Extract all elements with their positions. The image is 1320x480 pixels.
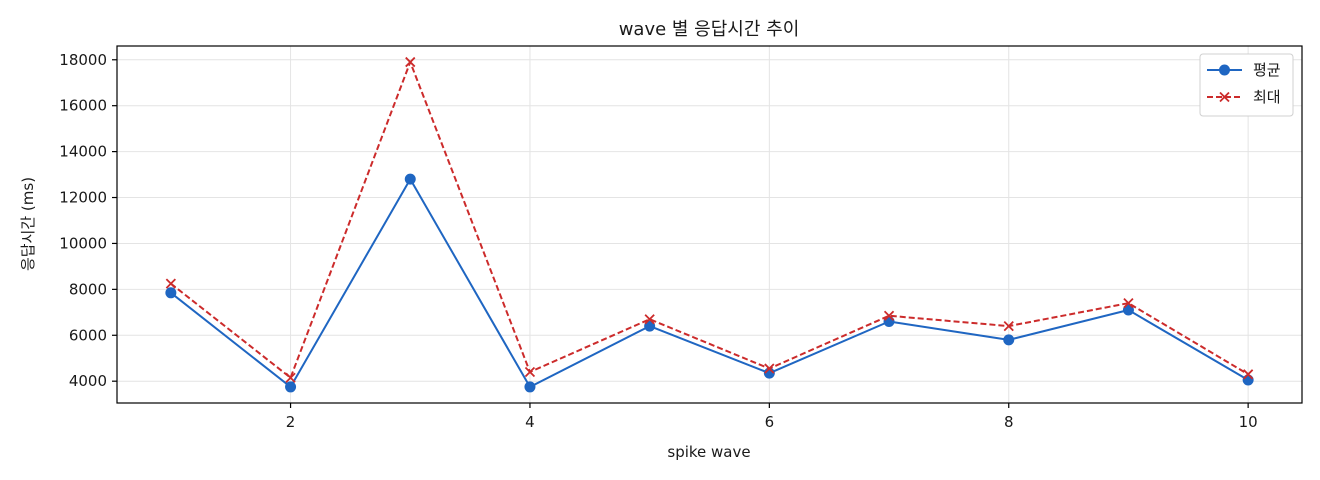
data-point xyxy=(165,278,177,289)
legend-label: 최대 xyxy=(1253,88,1281,106)
data-point xyxy=(764,363,775,374)
data-point xyxy=(285,372,296,383)
y-tick-label: 14000 xyxy=(59,143,107,161)
data-point xyxy=(524,366,536,378)
x-axis-label: spike wave xyxy=(667,443,750,461)
y-tick-label: 16000 xyxy=(59,97,107,115)
data-point xyxy=(1003,334,1015,346)
x-tick-label: 10 xyxy=(1239,413,1258,431)
data-point xyxy=(1123,297,1134,309)
x-tick-label: 6 xyxy=(765,413,775,431)
grid-lines xyxy=(117,46,1302,403)
y-tick-label: 4000 xyxy=(69,372,107,390)
data-point xyxy=(165,287,177,299)
chart-title: wave 별 응답시간 추이 xyxy=(619,19,800,40)
y-tick-label: 10000 xyxy=(59,234,107,252)
data-point xyxy=(1243,369,1254,380)
series-line xyxy=(170,178,1249,388)
y-tick-label: 6000 xyxy=(69,326,107,344)
data-point xyxy=(1122,304,1134,316)
data-point xyxy=(404,173,416,185)
axis-ticks: 2 4 6 8 10 4000 6000 8000 10000 12000 14000 16000 18… xyxy=(59,51,1257,431)
data-point xyxy=(644,314,655,325)
data-point xyxy=(1003,320,1014,332)
data-point xyxy=(883,310,895,321)
y-tick-label: 18000 xyxy=(59,51,107,69)
y-tick-label: 12000 xyxy=(59,189,107,207)
y-tick-label: 8000 xyxy=(69,280,107,298)
x-tick-label: 4 xyxy=(525,413,535,431)
legend-item: 평균 xyxy=(1207,61,1281,79)
plot-frame xyxy=(116,45,1303,404)
series-1 xyxy=(165,173,1254,393)
x-tick-label: 8 xyxy=(1004,413,1014,431)
y-axis-label: 응답시간 (ms) xyxy=(19,177,37,271)
series-layer xyxy=(165,56,1254,393)
legend-item: 최대 xyxy=(1207,88,1281,106)
data-point xyxy=(644,320,656,332)
series-2 xyxy=(165,56,1254,383)
data-point xyxy=(285,381,297,393)
legend-label: 평균 xyxy=(1253,61,1281,79)
legend-marker xyxy=(1219,64,1230,76)
data-point xyxy=(524,381,536,393)
data-point xyxy=(405,56,416,68)
legend-marker xyxy=(1219,91,1230,103)
x-tick-label: 2 xyxy=(286,413,296,431)
series-line xyxy=(170,61,1249,379)
